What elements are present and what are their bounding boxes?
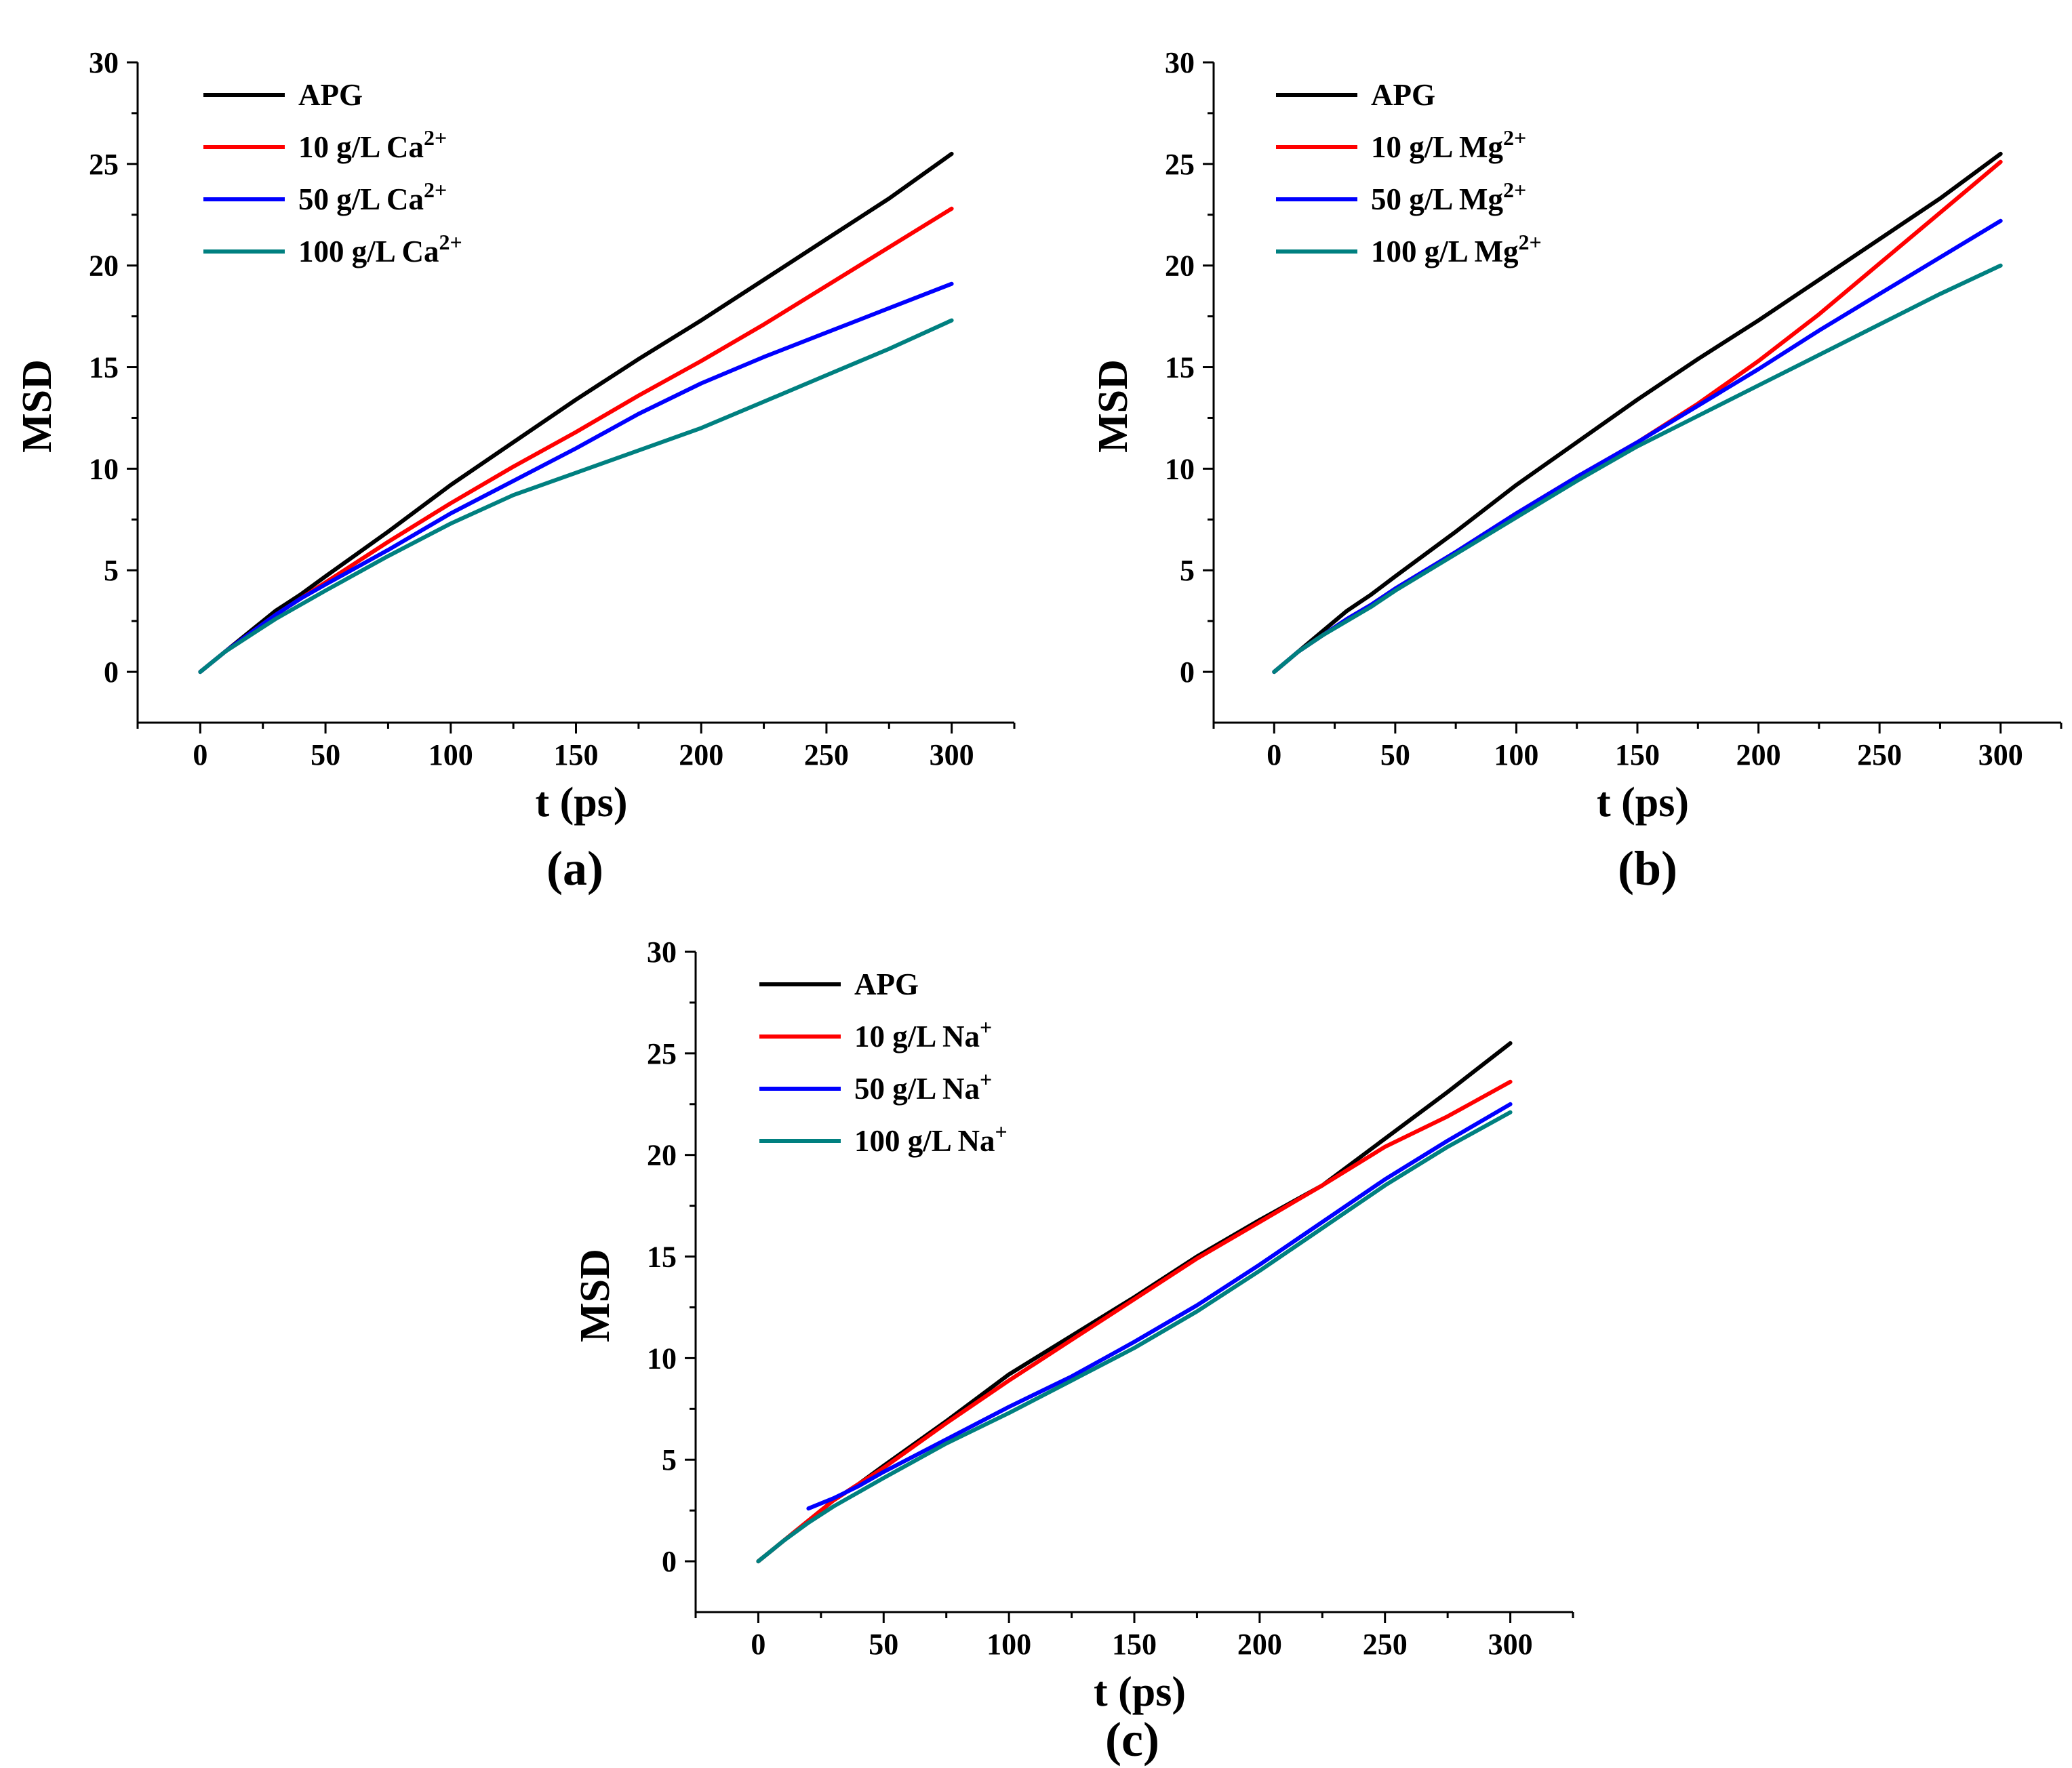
panel-b: 0 50 100 150 200 250 300 0 5 10 15 20 25 30 t (ps) MSD A… bbox=[1090, 46, 2063, 896]
y-tick-label: 15 bbox=[1165, 351, 1195, 384]
y-tick-label: 10 bbox=[1165, 452, 1195, 485]
y-tick-label: 5 bbox=[1180, 554, 1195, 587]
y-tick-label: 10 bbox=[647, 1342, 677, 1375]
panel-a: 0 50 100 150 200 250 300 0 5 10 15 20 25 30 t (ps) MSD A… bbox=[14, 46, 1016, 896]
legend-label: APG bbox=[854, 967, 919, 1001]
y-tick-label: 5 bbox=[662, 1443, 677, 1476]
x-tick-label: 250 bbox=[804, 738, 849, 771]
series-line-10-g-l-ca2- bbox=[198, 206, 954, 675]
legend-label: 100 g/L Ca2+ bbox=[298, 230, 462, 268]
y-tick-label: 0 bbox=[1180, 656, 1195, 689]
x-tick-label: 100 bbox=[987, 1628, 1031, 1661]
x-tick-label: 150 bbox=[1112, 1628, 1157, 1661]
legend-label: APG bbox=[298, 78, 363, 112]
panel-label: (c) bbox=[1105, 1712, 1159, 1767]
y-tick-label: 25 bbox=[89, 148, 119, 181]
panel-label: (a) bbox=[546, 841, 603, 896]
legend-label: 10 g/L Ca2+ bbox=[298, 125, 447, 164]
y-tick-label: 30 bbox=[1165, 46, 1195, 79]
panel-label: (b) bbox=[1618, 841, 1677, 896]
x-tick-label: 0 bbox=[193, 738, 207, 771]
x-tick-label: 300 bbox=[1488, 1628, 1533, 1661]
y-axis-title: MSD bbox=[14, 359, 60, 453]
series-line-50-g-l-ca2- bbox=[198, 281, 954, 675]
x-tick-label: 300 bbox=[1978, 738, 2023, 771]
y-tick-label: 15 bbox=[89, 351, 119, 384]
series-line-apg bbox=[198, 151, 954, 675]
y-axis-title: MSD bbox=[572, 1249, 618, 1342]
x-tick-label: 200 bbox=[1237, 1628, 1282, 1661]
y-tick-label: 15 bbox=[647, 1241, 677, 1274]
series-line-50-g-l-na- bbox=[806, 1102, 1513, 1511]
series-line-100-g-l-mg2- bbox=[1272, 263, 2003, 675]
y-tick-label: 0 bbox=[662, 1545, 677, 1578]
x-tick-label: 250 bbox=[1857, 738, 1902, 771]
panel-c: 0 50 100 150 200 250 300 0 5 10 15 20 25 30 t (ps) MSD A… bbox=[572, 936, 1574, 1767]
x-tick-label: 200 bbox=[1736, 738, 1781, 771]
legend-label: 50 g/L Na+ bbox=[854, 1067, 992, 1106]
legend-label: 10 g/L Na+ bbox=[854, 1015, 992, 1053]
legend-label: 100 g/L Na+ bbox=[854, 1119, 1008, 1158]
y-tick-label: 25 bbox=[647, 1037, 677, 1070]
y-tick-label: 30 bbox=[647, 936, 677, 969]
x-tick-label: 100 bbox=[1494, 738, 1538, 771]
y-tick-label: 20 bbox=[1165, 249, 1195, 283]
x-tick-label: 50 bbox=[869, 1628, 898, 1661]
legend-label: APG bbox=[1371, 78, 1435, 112]
y-tick-label: 30 bbox=[89, 46, 119, 79]
x-axis-title: t (ps) bbox=[535, 780, 627, 826]
series-line-10-g-l-na- bbox=[756, 1079, 1513, 1564]
y-axis-title: MSD bbox=[1090, 359, 1136, 453]
y-tick-label: 20 bbox=[647, 1139, 677, 1172]
series-line-100-g-l-na- bbox=[756, 1110, 1513, 1564]
x-tick-label: 150 bbox=[554, 738, 599, 771]
legend-label: 50 g/L Ca2+ bbox=[298, 178, 447, 216]
x-tick-label: 50 bbox=[311, 738, 340, 771]
x-axis-title: t (ps) bbox=[1597, 780, 1689, 826]
x-tick-label: 100 bbox=[429, 738, 473, 771]
x-tick-label: 150 bbox=[1615, 738, 1660, 771]
y-tick-label: 0 bbox=[104, 656, 119, 689]
series-line-apg bbox=[1272, 151, 2003, 675]
legend-label: 100 g/L Mg2+ bbox=[1371, 230, 1542, 268]
x-axis-title: t (ps) bbox=[1094, 1669, 1186, 1715]
x-tick-label: 200 bbox=[679, 738, 723, 771]
y-tick-label: 25 bbox=[1165, 148, 1195, 181]
x-tick-label: 50 bbox=[1380, 738, 1410, 771]
x-tick-label: 300 bbox=[930, 738, 974, 771]
x-tick-label: 0 bbox=[1267, 738, 1281, 771]
y-tick-label: 5 bbox=[104, 554, 119, 587]
series-line-100-g-l-ca2- bbox=[198, 318, 954, 675]
legend-label: 50 g/L Mg2+ bbox=[1371, 178, 1526, 216]
x-tick-label: 250 bbox=[1363, 1628, 1408, 1661]
x-tick-label: 0 bbox=[751, 1628, 765, 1661]
y-tick-label: 20 bbox=[89, 249, 119, 283]
y-tick-label: 10 bbox=[89, 452, 119, 485]
legend-label: 10 g/L Mg2+ bbox=[1371, 125, 1526, 164]
